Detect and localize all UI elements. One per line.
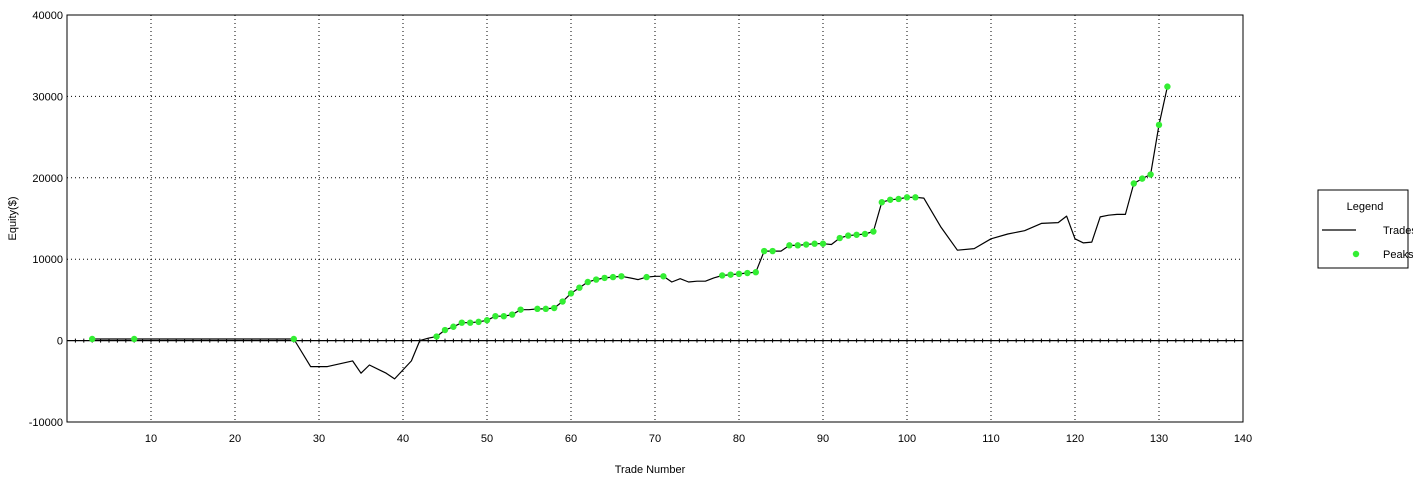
peak-point <box>584 278 591 286</box>
peak-point <box>551 304 558 312</box>
x-tick-label: 10 <box>145 433 157 445</box>
peak-point <box>660 273 667 280</box>
peak-point <box>887 196 894 203</box>
y-axis-title: Equity($) <box>7 196 19 240</box>
peak-point <box>593 276 600 283</box>
legend-trades-label: Trades <box>1383 225 1413 237</box>
legend-title: Legend <box>1347 201 1384 213</box>
zero-line <box>67 338 1243 343</box>
peak-point <box>131 335 138 343</box>
peak-point <box>836 234 843 242</box>
y-tick-label: 20000 <box>32 173 63 185</box>
peak-point <box>475 318 482 326</box>
peak-point <box>744 269 751 277</box>
plot-frame <box>66 14 1244 423</box>
y-tick-label: 0 <box>57 336 63 348</box>
peak-point <box>517 306 524 313</box>
legend-peaks-swatch <box>1352 250 1360 258</box>
y-tick-label: 40000 <box>32 10 63 22</box>
peak-point <box>509 311 516 318</box>
peak-point <box>559 298 566 305</box>
legend-peaks-label: Peaks <box>1383 249 1413 261</box>
peak-point <box>1130 180 1138 187</box>
peak-point <box>467 319 474 326</box>
peak-point <box>483 317 491 324</box>
peak-point <box>1155 121 1163 129</box>
peak-point <box>500 312 507 320</box>
peak-point <box>290 335 297 343</box>
trades-line <box>92 86 1168 380</box>
peak-point <box>811 240 818 247</box>
peak-point <box>618 273 625 280</box>
peak-point <box>912 194 919 201</box>
series-layer <box>89 83 1171 380</box>
x-tick-label: 140 <box>1234 433 1252 445</box>
peak-point <box>1147 171 1154 178</box>
x-tick-label: 120 <box>1066 433 1084 445</box>
peak-point <box>727 271 734 278</box>
x-tick-label: 110 <box>982 433 1000 445</box>
x-tick-label: 90 <box>817 433 829 445</box>
peak-point <box>719 272 726 279</box>
peak-point <box>89 335 96 343</box>
peak-point <box>458 319 465 326</box>
peak-point <box>761 247 768 255</box>
peak-point <box>567 290 575 297</box>
legend: Legend Trades Peaks <box>1317 189 1413 269</box>
grid-lines <box>67 15 1243 422</box>
peak-point <box>609 273 617 281</box>
y-tick-label: 30000 <box>32 91 63 103</box>
x-tick-label: 50 <box>481 433 493 445</box>
peak-point <box>752 269 759 276</box>
peak-point <box>441 326 449 334</box>
peak-point <box>542 305 549 313</box>
peak-point <box>1139 175 1146 182</box>
peak-point <box>853 231 860 238</box>
peak-point <box>735 270 743 278</box>
x-tick-label: 40 <box>397 433 409 445</box>
x-tick-label: 100 <box>898 433 916 445</box>
peak-point <box>878 199 885 206</box>
peak-point <box>870 228 877 235</box>
peak-point <box>845 232 852 239</box>
peak-point <box>576 284 583 291</box>
peak-point <box>450 323 457 330</box>
peak-point <box>601 274 608 282</box>
x-tick-label: 60 <box>565 433 577 445</box>
peak-point <box>803 241 810 248</box>
y-tick-label: -10000 <box>29 417 63 429</box>
peak-point <box>492 312 499 320</box>
peak-point <box>794 242 801 249</box>
peak-point <box>895 195 902 203</box>
peak-point <box>819 240 827 247</box>
peak-point <box>861 230 869 238</box>
x-tick-label: 20 <box>229 433 241 445</box>
x-tick-label: 130 <box>1150 433 1168 445</box>
peak-point <box>1164 83 1171 90</box>
peak-point <box>433 333 440 340</box>
y-tick-label: 10000 <box>32 254 63 266</box>
peak-point <box>786 242 793 249</box>
peak-point <box>903 194 911 201</box>
peak-point <box>643 273 650 281</box>
x-tick-label: 70 <box>649 433 661 445</box>
x-tick-label: 80 <box>733 433 745 445</box>
tick-labels: 10 20 30 40 50 60 70 80 90 100 110 120 130 140 -10000 0… <box>29 10 1252 445</box>
peak-point <box>769 247 776 255</box>
peak-point <box>534 305 541 313</box>
legend-box <box>1317 189 1409 269</box>
x-axis-title: Trade Number <box>615 464 686 476</box>
x-tick-label: 30 <box>313 433 325 445</box>
